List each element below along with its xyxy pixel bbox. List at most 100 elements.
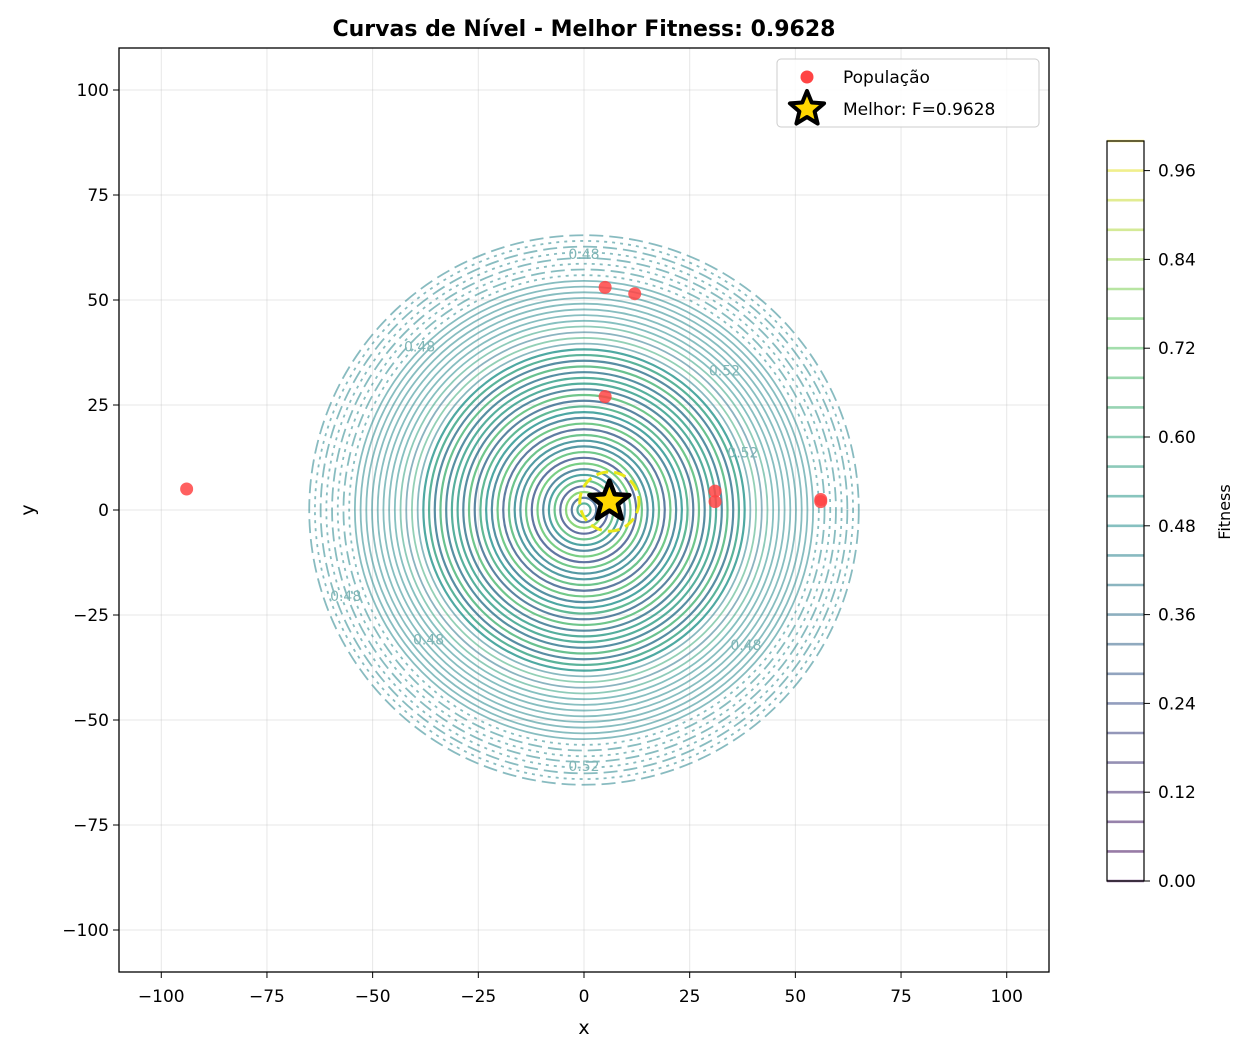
- contour-ring: [399, 325, 769, 695]
- contour-lines: [308, 234, 860, 786]
- x-tick-label: 100: [991, 987, 1023, 1007]
- contour-ring: [473, 399, 695, 621]
- contour-ring: [382, 308, 786, 712]
- x-axis-ticks: −100 −75 −50 −25 0 25 50 75 100: [138, 972, 1023, 1007]
- legend-population-label: População: [843, 68, 930, 88]
- y-tick-label: 50: [87, 291, 109, 311]
- population-point: [708, 495, 722, 509]
- legend-population-marker: [800, 70, 814, 84]
- y-tick-label: 25: [87, 396, 109, 416]
- y-axis-label: y: [17, 504, 39, 515]
- contour-ring: [393, 319, 775, 701]
- contour-ring: [502, 428, 666, 592]
- contour-ring: [359, 285, 809, 735]
- contour-ring: [496, 422, 672, 598]
- contour-ring: [348, 274, 820, 746]
- contour-level-label: 0.48: [730, 638, 761, 654]
- contour-ring: [427, 353, 741, 667]
- colorbar: 0.96 0.84 0.72 0.60 0.48 0.36 0.24 0.12 0.00 Fit…: [1106, 139, 1234, 892]
- contour-ring: [479, 405, 689, 615]
- colorbar-tick-label: 0.60: [1158, 428, 1196, 448]
- contour-ring: [319, 245, 849, 775]
- y-tick-label: −50: [73, 711, 109, 731]
- legend-best-label: Melhor: F=0.9628: [843, 100, 995, 120]
- contour-ring: [433, 359, 735, 661]
- colorbar-background: [1107, 141, 1144, 881]
- contour-ring: [416, 342, 752, 678]
- colorbar-tick-label: 0.48: [1158, 517, 1196, 537]
- x-tick-label: −75: [249, 987, 285, 1007]
- contour-ring: [376, 302, 792, 718]
- contour-ring: [353, 279, 815, 741]
- plot-area: 0.48 0.52 0.48 0.52 0.48 0.52 0.48 0.48: [118, 47, 1050, 973]
- contour-level-label: 0.48: [330, 589, 361, 605]
- contour-ring: [456, 382, 712, 638]
- x-axis-label: x: [578, 1017, 589, 1039]
- colorbar-tick-label: 0.84: [1158, 250, 1196, 270]
- contour-ring: [411, 337, 757, 683]
- contour-level-label: 0.52: [568, 759, 599, 775]
- chart-title: Curvas de Nível - Melhor Fitness: 0.9628: [333, 17, 836, 42]
- contour-ring: [542, 468, 626, 552]
- contour-ring: [439, 365, 729, 655]
- contour-level-label: 0.48: [413, 633, 444, 649]
- contour-ring: [371, 297, 797, 723]
- x-tick-label: 75: [890, 987, 912, 1007]
- x-tick-label: 0: [579, 987, 590, 1007]
- contour-ring: [450, 376, 718, 644]
- contour-ring: [524, 450, 644, 570]
- x-tick-label: 50: [785, 987, 807, 1007]
- best-highlight-ring: [578, 470, 641, 533]
- y-tick-label: −75: [73, 816, 109, 836]
- contour-ring: [331, 257, 837, 763]
- y-tick-label: −25: [73, 606, 109, 626]
- x-tick-label: −100: [138, 987, 185, 1007]
- colorbar-tick-label: 0.12: [1158, 783, 1196, 803]
- contour-ring: [570, 496, 598, 524]
- contour-ring: [314, 240, 854, 780]
- y-tick-label: 0: [98, 501, 109, 521]
- legend-box: [776, 58, 1040, 128]
- contour-level-label: 0.48: [404, 340, 435, 356]
- contour-level-label: 0.48: [568, 247, 599, 263]
- x-tick-label: −50: [355, 987, 391, 1007]
- colorbar-tick-label: 0.72: [1158, 339, 1196, 359]
- contour-ring: [422, 348, 746, 672]
- colorbar-label: Fitness: [1215, 484, 1234, 539]
- plot-background: [119, 48, 1049, 972]
- legend-best-star-icon: [787, 89, 827, 126]
- colorbar-tick-label: 0.96: [1158, 162, 1196, 182]
- y-tick-label: −100: [62, 921, 109, 941]
- contour-ring: [325, 251, 843, 769]
- legend: População Melhor: F=0.9628: [776, 58, 1040, 128]
- colorbar-ticks: 0.96 0.84 0.72 0.60 0.48 0.36 0.24 0.12 0.00: [1144, 162, 1196, 892]
- population-points: [180, 280, 828, 509]
- x-tick-label: 25: [679, 987, 701, 1007]
- population-point: [628, 287, 642, 301]
- contour-ring: [462, 388, 706, 632]
- contour-ring: [308, 234, 860, 786]
- contour-ring: [336, 262, 832, 758]
- colorbar-tick-label: 0.00: [1158, 872, 1196, 892]
- contour-level-label: 0.52: [709, 363, 740, 379]
- population-point: [598, 390, 612, 404]
- contour-ring: [388, 314, 780, 706]
- colorbar-frame: [1106, 140, 1145, 882]
- colorbar-levels: [1107, 139, 1144, 883]
- contour-ring: [445, 371, 723, 649]
- contour-ring: [490, 416, 678, 604]
- y-tick-label: 75: [87, 186, 109, 206]
- best-marker-group: [587, 478, 632, 521]
- population-point: [180, 482, 194, 496]
- best-star-marker: [587, 478, 632, 521]
- contour-ring: [507, 433, 661, 587]
- contour-ring: [365, 291, 803, 729]
- colorbar-tick-label: 0.24: [1158, 694, 1196, 714]
- x-tick-label: −25: [460, 987, 496, 1007]
- contour-ring: [405, 331, 763, 689]
- contour-ring: [342, 268, 826, 752]
- y-tick-label: 100: [77, 81, 109, 101]
- contour-ring: [519, 445, 649, 575]
- population-point: [814, 495, 828, 509]
